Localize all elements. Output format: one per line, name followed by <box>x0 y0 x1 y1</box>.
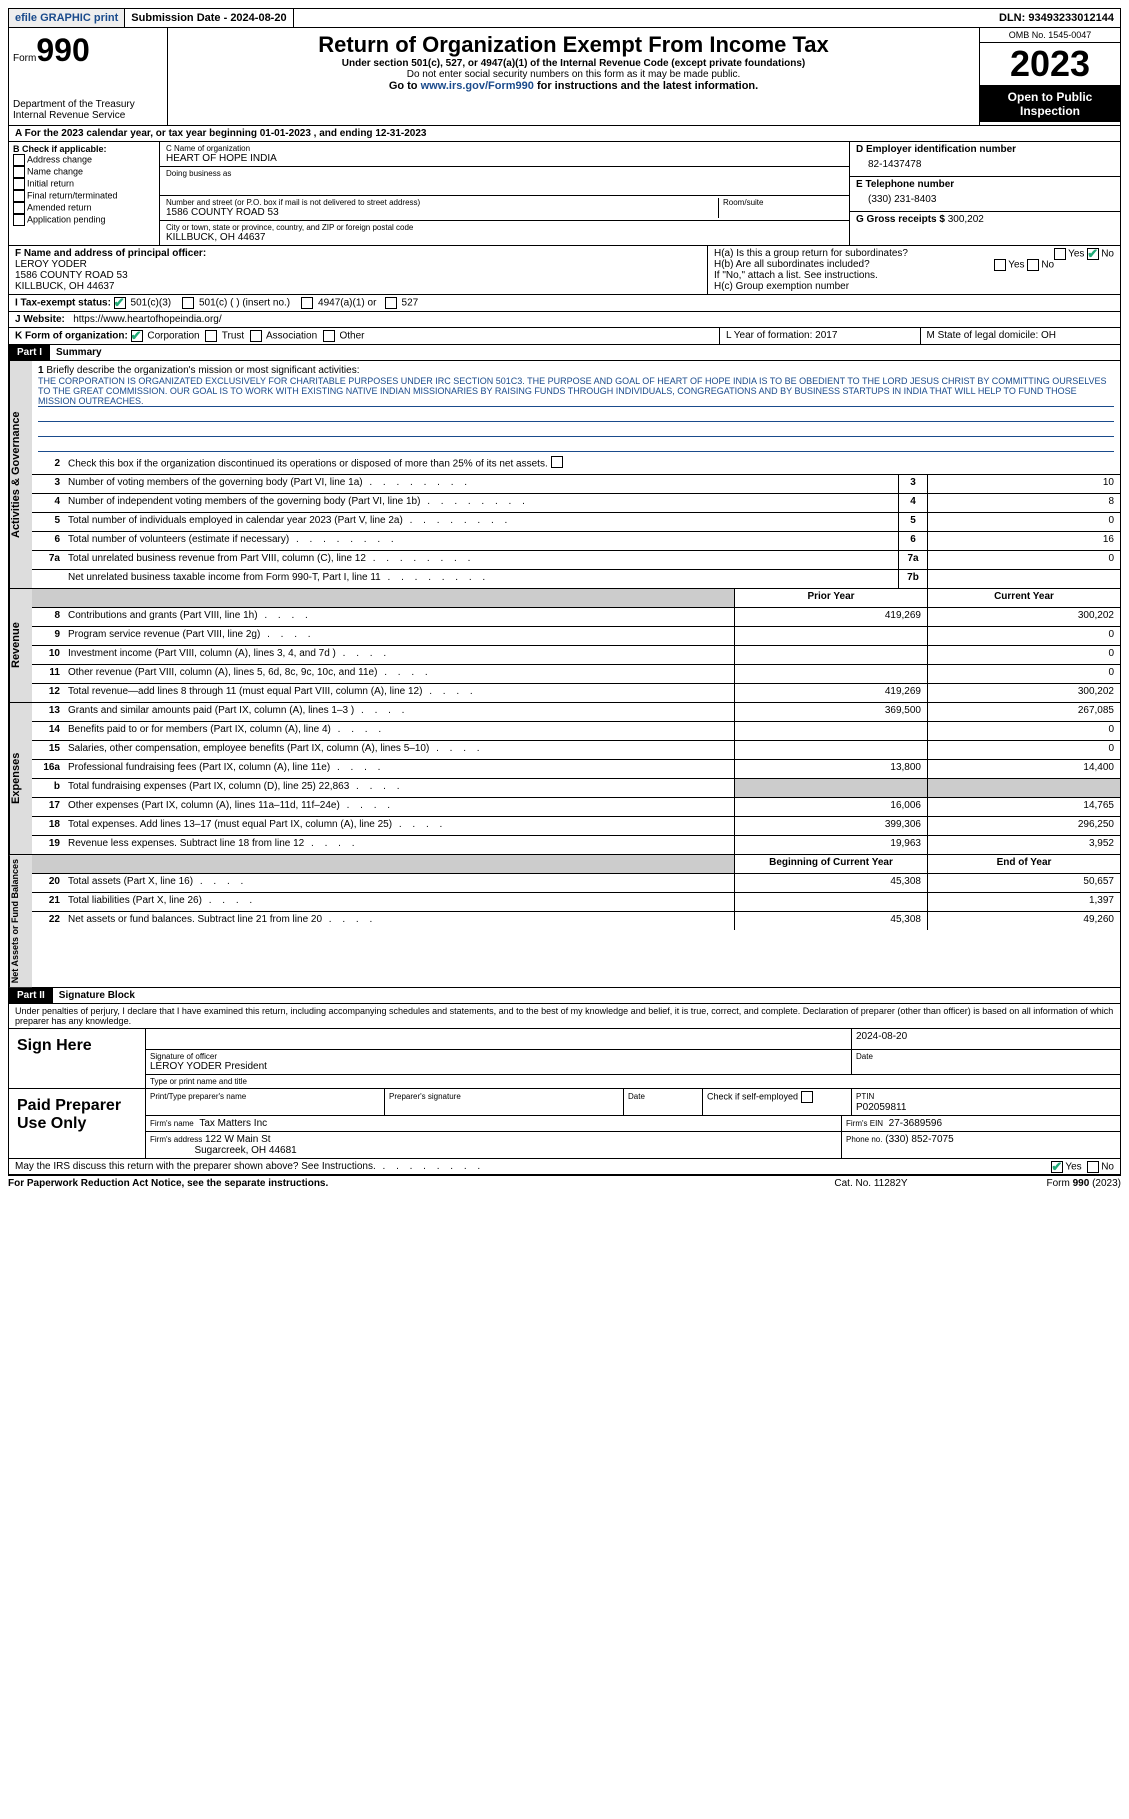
dln: DLN: 93493233012144 <box>993 9 1120 27</box>
irs-link[interactable]: www.irs.gov/Form990 <box>421 80 534 92</box>
part1-header: Part I Summary <box>8 345 1121 361</box>
efile-link[interactable]: efile GRAPHIC print <box>9 9 125 27</box>
footer: For Paperwork Reduction Act Notice, see … <box>8 1175 1121 1191</box>
website-link[interactable]: https://www.heartofhopeindia.org/ <box>73 314 221 325</box>
declaration: Under penalties of perjury, I declare th… <box>8 1004 1121 1029</box>
row-klm: K Form of organization: Corporation Trus… <box>8 328 1121 345</box>
subtitle3: Go to www.irs.gov/Form990 for instructio… <box>172 80 975 92</box>
submission-date: Submission Date - 2024-08-20 <box>125 9 293 27</box>
section-expenses: Expenses 13Grants and similar amounts pa… <box>8 703 1121 855</box>
dept: Department of the Treasury Internal Reve… <box>13 99 163 121</box>
paid-preparer-block: Paid Preparer Use Only Print/Type prepar… <box>8 1089 1121 1159</box>
form-word: Form <box>13 53 36 64</box>
row-a: A For the 2023 calendar year, or tax yea… <box>8 126 1121 142</box>
row-fh: F Name and address of principal officer:… <box>8 246 1121 295</box>
form-title: Return of Organization Exempt From Incom… <box>172 32 975 58</box>
section-revenue: Revenue Prior Year Current Year 8Contrib… <box>8 589 1121 703</box>
row-j: J Website: https://www.heartofhopeindia.… <box>8 312 1121 328</box>
form-header: Form990 Department of the Treasury Inter… <box>8 28 1121 126</box>
box-d: D Employer identification number 82-1437… <box>849 142 1120 245</box>
section-bcd: B Check if applicable: Address change Na… <box>8 142 1121 246</box>
open-inspection: Open to Public Inspection <box>980 86 1120 122</box>
discuss-row: May the IRS discuss this return with the… <box>8 1159 1121 1175</box>
omb: OMB No. 1545-0047 <box>980 28 1120 43</box>
row-i: I Tax-exempt status: 501(c)(3) 501(c) ( … <box>8 295 1121 312</box>
section-ag: Activities & Governance 1 Briefly descri… <box>8 361 1121 589</box>
sign-here-block: Sign Here 2024-08-20 Signature of office… <box>8 1029 1121 1089</box>
subtitle2: Do not enter social security numbers on … <box>172 69 975 80</box>
subtitle1: Under section 501(c), 527, or 4947(a)(1)… <box>172 58 975 69</box>
section-netassets: Net Assets or Fund Balances Beginning of… <box>8 855 1121 988</box>
box-c: C Name of organization HEART OF HOPE IND… <box>160 142 849 245</box>
box-b: B Check if applicable: Address change Na… <box>9 142 160 245</box>
tax-year: 2023 <box>980 43 1120 86</box>
part2-header: Part II Signature Block <box>8 988 1121 1004</box>
top-bar: efile GRAPHIC print Submission Date - 20… <box>8 8 1121 28</box>
form-number: 990 <box>36 32 89 68</box>
